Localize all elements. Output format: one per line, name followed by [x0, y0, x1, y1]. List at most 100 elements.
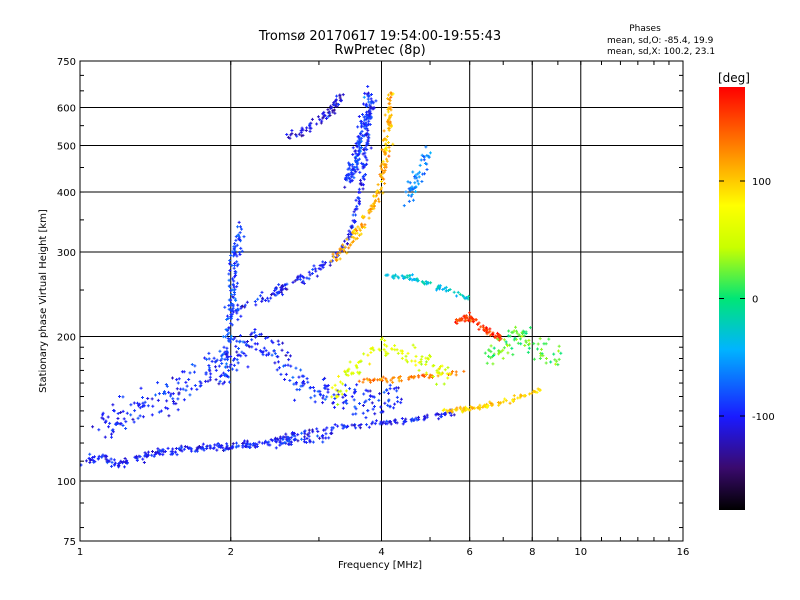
echo-point: [368, 378, 372, 382]
echo-point: [363, 163, 367, 167]
echo-point: [262, 346, 266, 350]
echo-point: [468, 408, 472, 412]
echo-point: [515, 331, 519, 335]
echo-point: [519, 342, 523, 346]
echo-point: [341, 247, 345, 251]
echo-point: [425, 168, 429, 172]
echo-point: [322, 386, 326, 390]
echo-point: [182, 398, 186, 402]
echo-point: [400, 416, 404, 420]
echo-point: [310, 117, 314, 121]
echo-point: [239, 314, 243, 318]
echo-point: [218, 374, 222, 378]
echo-point: [176, 397, 180, 401]
echo-point: [305, 436, 309, 440]
echo-point: [235, 350, 239, 354]
echo-point: [394, 386, 398, 390]
echo-point: [299, 384, 303, 388]
echo-point: [323, 397, 327, 401]
echo-point: [214, 368, 218, 372]
echo-point: [208, 446, 212, 450]
echo-point: [471, 320, 475, 324]
echo-point: [314, 269, 318, 273]
echo-point: [335, 102, 339, 106]
echo-point: [443, 368, 447, 372]
echo-point: [341, 406, 345, 410]
echo-point: [91, 425, 95, 429]
echo-point: [234, 441, 238, 445]
echo-point: [161, 448, 165, 452]
echo-point: [277, 290, 281, 294]
echo-point: [234, 238, 238, 242]
echo-point: [359, 423, 363, 426]
echo-point: [435, 369, 439, 373]
echo-point: [231, 358, 235, 362]
echo-point: [275, 437, 279, 441]
echo-point: [363, 118, 367, 122]
echo-point: [370, 422, 374, 426]
echo-point: [311, 440, 315, 444]
echo-point: [385, 159, 389, 163]
echo-point: [324, 436, 328, 440]
echo-point: [366, 113, 370, 117]
echo-point: [208, 375, 212, 379]
echo-point: [382, 390, 386, 394]
echo-point: [277, 366, 281, 370]
echo-point: [354, 155, 358, 159]
echo-point: [175, 378, 179, 382]
echo-point: [446, 366, 450, 370]
echo-point: [369, 146, 373, 150]
echo-point: [244, 444, 248, 448]
echo-point: [386, 108, 390, 112]
echo-point: [165, 384, 169, 388]
echo-point: [174, 402, 178, 406]
echo-point: [359, 359, 363, 363]
echo-point: [266, 443, 270, 447]
echo-point: [479, 325, 483, 329]
echo-point: [426, 356, 430, 360]
echo-point: [341, 395, 345, 399]
echo-point: [368, 389, 372, 393]
echo-point: [373, 405, 377, 409]
echo-point: [428, 151, 432, 155]
echo-point: [295, 388, 299, 392]
echo-point: [508, 401, 512, 405]
echo-point: [325, 395, 329, 399]
echo-point: [202, 448, 206, 452]
echo-point: [331, 255, 335, 259]
echo-point: [91, 458, 95, 462]
echo-point: [284, 353, 288, 357]
echo-point: [245, 300, 249, 304]
echo-point: [354, 142, 358, 146]
grid: [80, 61, 683, 541]
echo-point: [156, 381, 160, 385]
echo-point: [425, 413, 429, 417]
echo-point: [116, 416, 120, 420]
colorbar-ticks: 100 0 -100: [719, 177, 775, 423]
echo-point: [169, 392, 173, 396]
echo-point: [389, 95, 393, 99]
echo-point: [343, 400, 347, 404]
echo-point: [462, 406, 466, 410]
echo-point: [218, 379, 222, 383]
echo-point: [138, 414, 142, 418]
echo-point: [328, 114, 332, 118]
echo-point: [105, 454, 109, 458]
echo-point: [361, 183, 365, 187]
echo-point: [378, 422, 382, 426]
echo-point: [274, 440, 278, 444]
echo-point: [352, 424, 356, 428]
echo-point: [365, 117, 369, 121]
y-tick-label: 300: [57, 248, 76, 259]
echo-point: [489, 350, 493, 354]
echo-point: [336, 394, 340, 398]
echo-point: [446, 410, 450, 414]
echo-point: [416, 279, 420, 283]
echo-point: [361, 214, 365, 218]
echo-point: [362, 165, 366, 169]
echo-point: [231, 303, 235, 307]
echo-point: [411, 170, 415, 174]
echo-point: [290, 132, 294, 136]
echo-point: [488, 327, 492, 331]
echo-point: [239, 246, 243, 250]
